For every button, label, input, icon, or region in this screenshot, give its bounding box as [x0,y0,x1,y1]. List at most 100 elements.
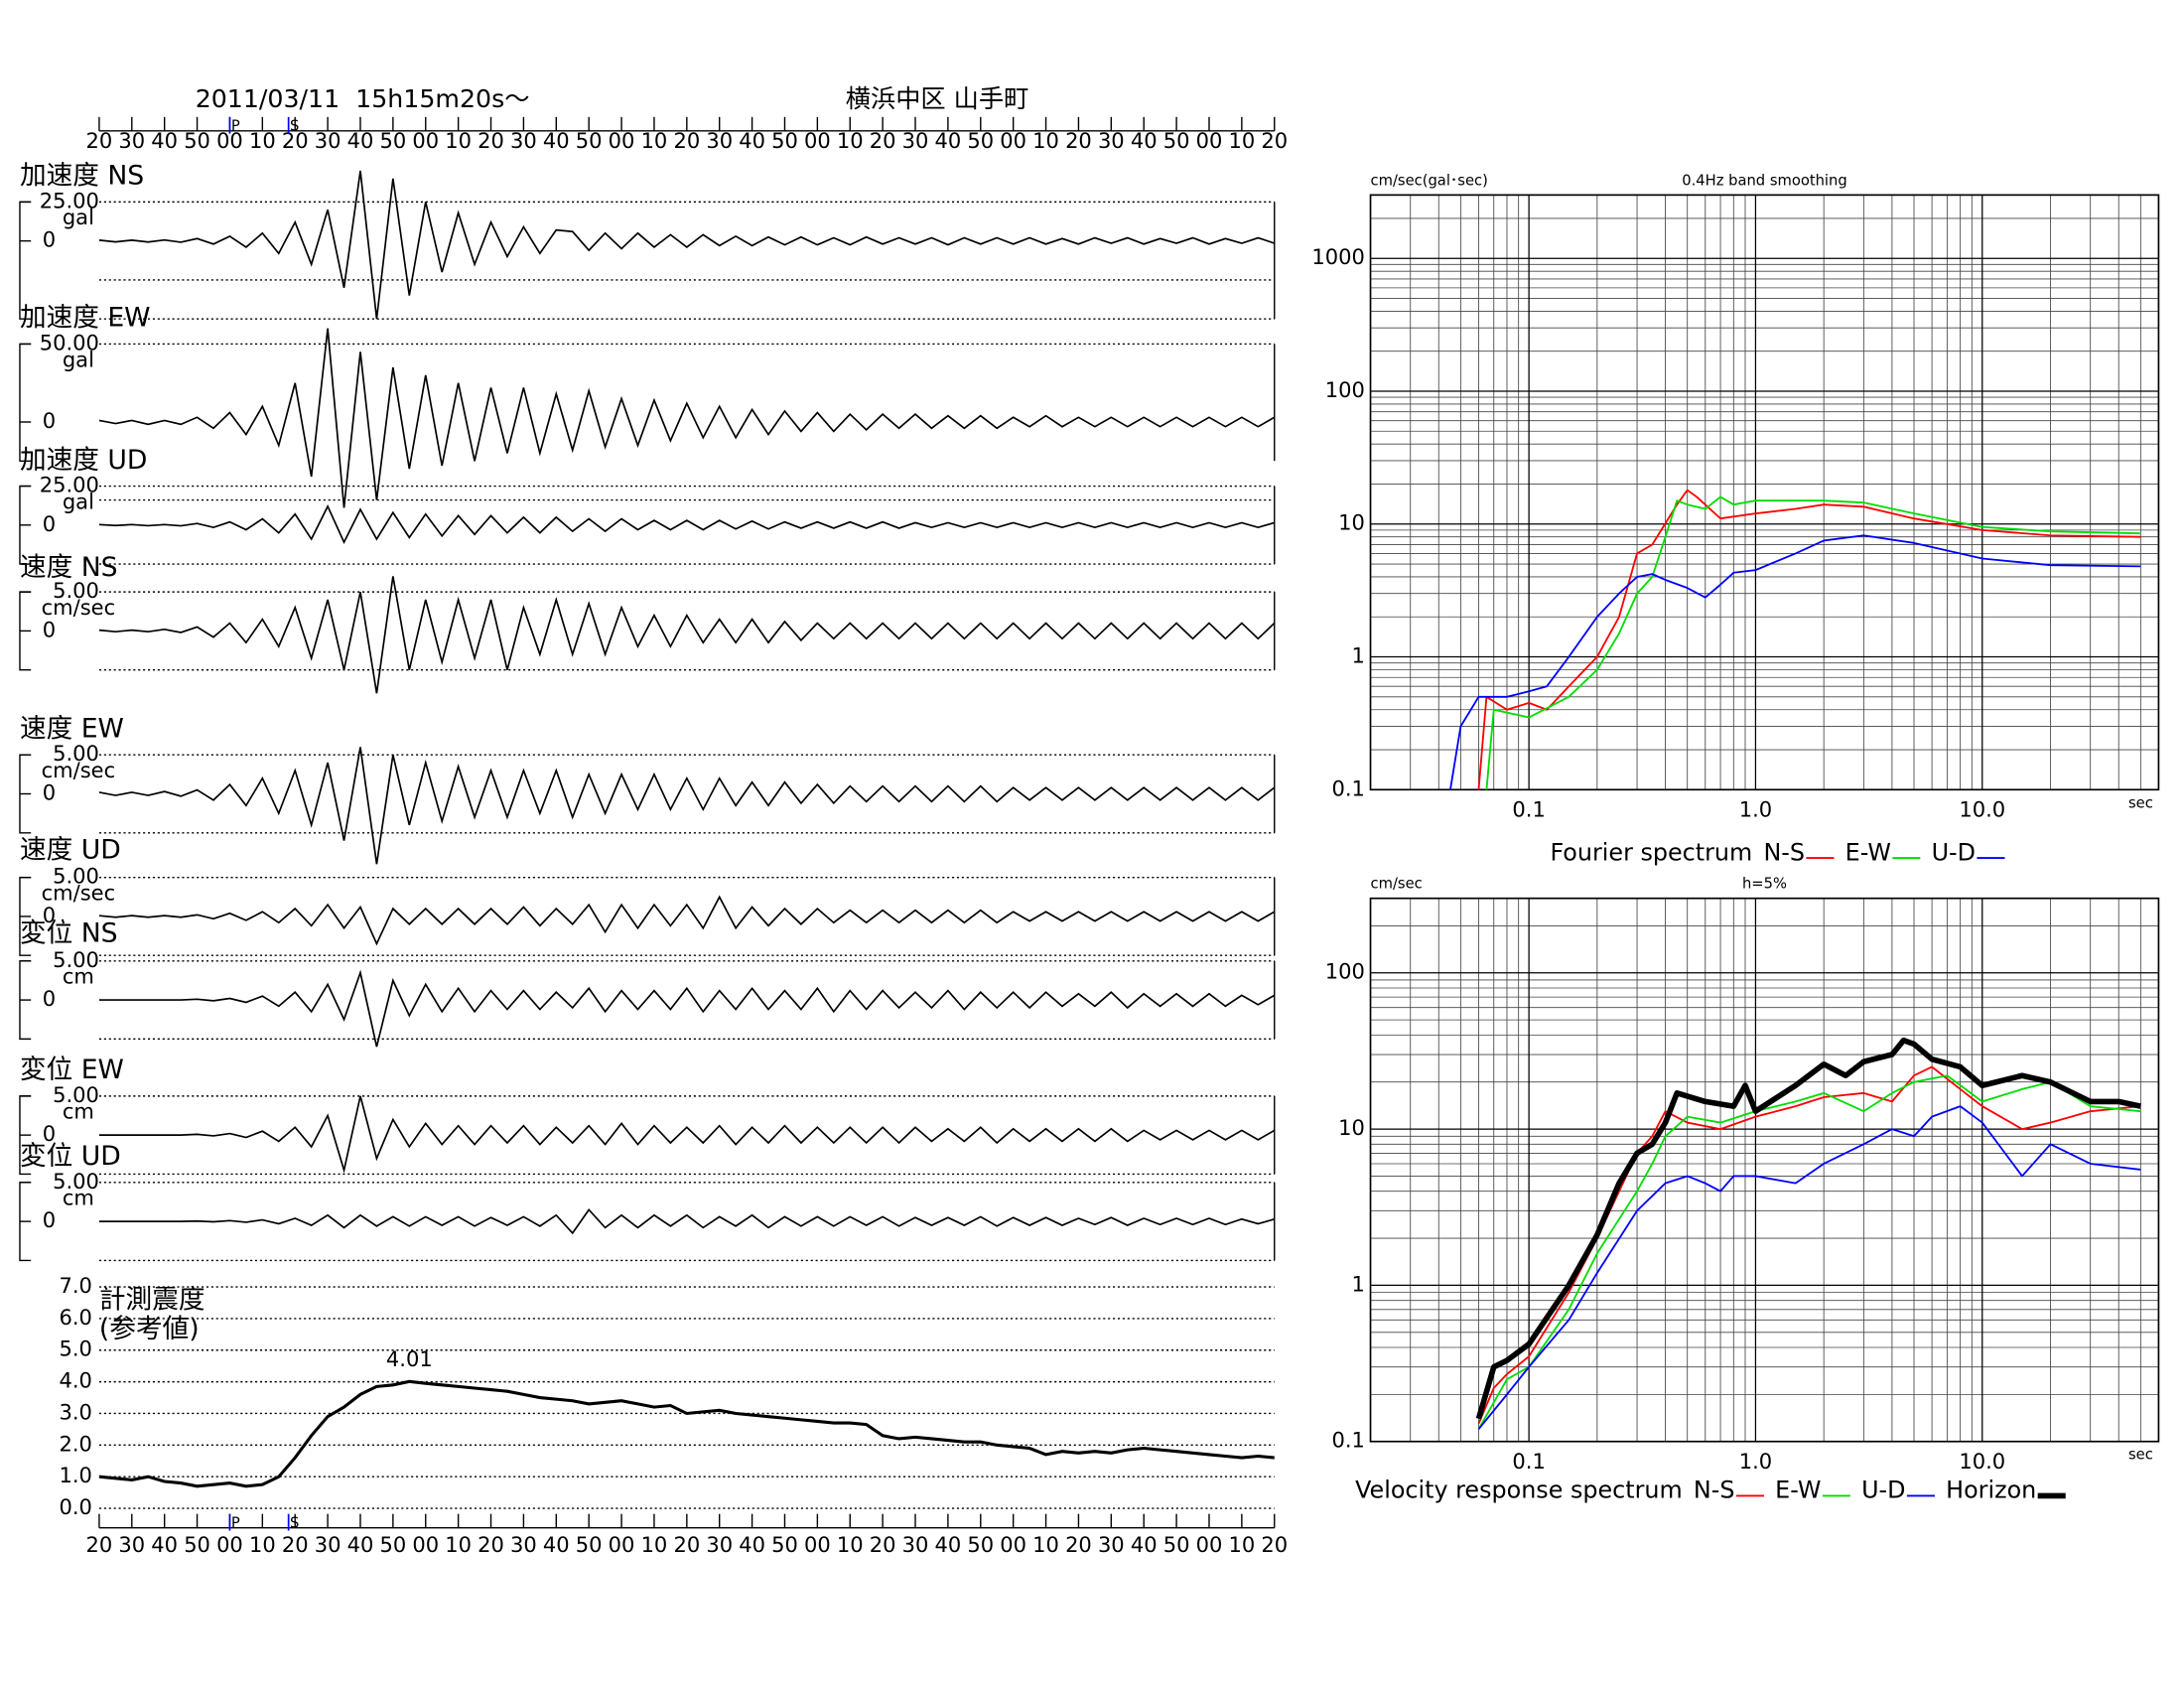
unit-label: cm [63,1099,94,1124]
time-tick-label: 50 [576,1532,603,1557]
panel-label: 速度 NS [20,552,118,583]
time-tick-label: 00 [1000,128,1026,153]
panel-label: 加速度 EW [20,303,151,334]
time-tick-label: 30 [118,1532,145,1557]
waveform [98,895,1276,946]
y-tick-label: 0 [43,780,56,805]
plot-frame [1369,897,2160,1443]
chart-title: 計測震度 [99,1285,205,1316]
time-tick-label: 00 [1000,1532,1026,1557]
time-tick-label: 00 [804,1532,831,1557]
x-tick-label: 0.1 [1512,796,1545,821]
time-tick-label: 40 [543,1532,570,1557]
time-tick-label: 40 [347,128,374,153]
y-tick-label: 5.0 [59,1336,91,1361]
time-tick-label: 30 [118,128,145,153]
y-tick-label: 0 [43,1121,56,1146]
y-tick-label: 5.00 [53,1082,99,1107]
spectrum-line [1477,1105,2141,1430]
time-tick-label: 20 [870,1532,896,1557]
y-tick-label: 10 [1338,510,1365,535]
panel-label: 速度 EW [20,713,124,744]
y-tick-label: 1 [1352,643,1365,668]
spectrum-line [1477,1065,2141,1425]
time-tick-label: 30 [510,1532,537,1557]
time-tick-label: 30 [1098,128,1125,153]
peak-label: 4.01 [386,1346,433,1371]
time-tick-label: 50 [379,1532,406,1557]
y-tick-label: 5.00 [53,1169,99,1194]
time-tick-label: 10 [837,1532,864,1557]
x-axis-label: sec [2128,794,2153,811]
unit-label: cm/sec [42,758,116,782]
time-tick-label: 00 [412,1532,439,1557]
time-tick-label: 40 [935,128,962,153]
time-tick-label: 20 [86,1532,113,1557]
waveform [98,1095,1276,1174]
phase-label: S [290,118,299,135]
y-tick-label: 25.00 [40,473,99,497]
legend-label: U-D [1861,1477,1905,1504]
y-tick-label: 5.00 [53,864,99,889]
x-tick-label: 1.0 [1739,796,1772,821]
time-tick-label: 10 [1032,128,1059,153]
time-tick-label: 00 [1196,1532,1223,1557]
legend-label: U-D [1932,838,1976,866]
y-tick-label: 0 [43,903,56,927]
chart-title: 2011/03/11 15h15m20s～ [196,84,530,113]
spectrum-line [1477,1074,2141,1430]
waveform [98,969,1276,1048]
y-tick-label: 0 [43,227,56,252]
plot-frame [1369,194,2160,791]
time-tick-label: 50 [967,1532,994,1557]
time-tick-label: 30 [510,128,537,153]
time-tick-label: 20 [870,128,896,153]
legend-label: E-W [1845,838,1891,866]
y-tick-label: 6.0 [59,1305,91,1330]
time-tick-label: 40 [1131,1532,1158,1557]
panel-label: 加速度 UD [20,445,147,476]
y-tick-label: 1.0 [59,1463,91,1487]
waveform [98,328,1276,508]
time-tick-label: 40 [739,128,765,153]
time-tick-label: 50 [771,1532,798,1557]
chart-subtitle: (参考値) [99,1314,200,1344]
time-tick-label: 10 [445,128,472,153]
intensity-line [98,1379,1275,1488]
time-tick-label: 50 [576,128,603,153]
x-tick-label: 10.0 [1959,796,2005,821]
y-tick-label: 10 [1338,1115,1365,1140]
time-tick-label: 10 [641,128,668,153]
legend-title: Velocity response spectrum [1355,1477,1683,1504]
time-tick-label: 40 [935,1532,962,1557]
y-axis-label: cm/sec [1371,876,1423,893]
time-tick-label: 50 [184,1532,210,1557]
time-tick-label: 20 [478,128,504,153]
time-tick-label: 30 [315,1532,341,1557]
y-tick-label: 100 [1325,959,1365,984]
legend-title: Fourier spectrum [1550,838,1752,866]
y-tick-label: 0 [43,1207,56,1232]
y-axis-label: cm/sec(gal･sec) [1371,172,1488,189]
time-tick-label: 00 [804,128,831,153]
time-tick-label: 10 [249,128,276,153]
x-tick-label: 10.0 [1959,1449,2005,1474]
time-tick-label: 00 [609,128,635,153]
y-tick-label: 1 [1352,1271,1365,1296]
y-tick-label: 1000 [1311,244,1364,269]
panel-label: 加速度 NS [20,161,144,192]
time-tick-label: 50 [184,128,210,153]
legend-label: N-S [1763,838,1805,866]
time-tick-label: 30 [1098,1532,1125,1557]
y-tick-label: 0.1 [1331,1428,1364,1453]
y-tick-label: 4.0 [59,1368,91,1393]
spectrum-line [1485,495,2141,790]
legend-label: E-W [1775,1477,1821,1504]
y-tick-label: 100 [1325,377,1365,402]
x-axis-label: sec [2128,1447,2153,1464]
spectrum-line [1475,1037,2141,1420]
time-tick-label: 50 [1163,128,1190,153]
spectrum-line [1449,534,2141,790]
y-tick-label: 7.0 [59,1273,91,1298]
